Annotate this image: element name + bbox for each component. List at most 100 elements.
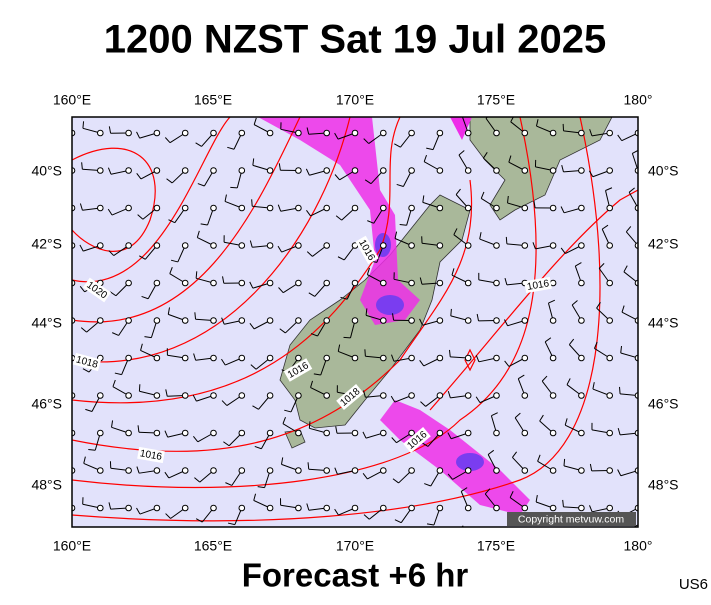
barb-station bbox=[239, 468, 245, 474]
barb-station bbox=[381, 543, 387, 549]
barb-station bbox=[182, 168, 188, 174]
barb-staff bbox=[173, 546, 185, 559]
barb-station bbox=[239, 355, 245, 361]
barb-flag bbox=[620, 387, 621, 394]
barb-staff bbox=[62, 433, 72, 448]
barb-station bbox=[607, 543, 613, 549]
barb-station bbox=[579, 543, 585, 549]
lon-label: 160°E bbox=[53, 92, 91, 108]
barb-station bbox=[550, 130, 556, 136]
barb-flag bbox=[195, 312, 196, 319]
barb-station bbox=[409, 393, 415, 399]
barb-station bbox=[437, 505, 443, 511]
barb-flag bbox=[462, 113, 468, 116]
barb-staff bbox=[564, 546, 582, 548]
barb-station bbox=[607, 355, 613, 361]
barb-station bbox=[522, 130, 528, 136]
barb-station bbox=[352, 130, 358, 136]
barb-staff bbox=[56, 500, 72, 508]
barb-station bbox=[211, 430, 217, 436]
barb-station bbox=[239, 280, 245, 286]
barb-station bbox=[437, 168, 443, 174]
barb-station bbox=[296, 505, 302, 511]
barb-station bbox=[465, 355, 471, 361]
barb-station bbox=[98, 243, 104, 249]
barb-station bbox=[409, 430, 415, 436]
lon-label: 170°E bbox=[336, 92, 374, 108]
barb-station bbox=[579, 393, 585, 399]
barb-station bbox=[550, 243, 556, 249]
product-code: US6 bbox=[679, 576, 708, 593]
barb-flag bbox=[564, 459, 565, 466]
barb-station bbox=[154, 130, 160, 136]
barb-station bbox=[239, 393, 245, 399]
barb-station bbox=[126, 243, 132, 249]
barb-station bbox=[324, 130, 330, 136]
barb-flag bbox=[52, 281, 55, 287]
barb-station bbox=[126, 205, 132, 211]
barb-station bbox=[607, 468, 613, 474]
barb-station bbox=[465, 318, 471, 324]
barb-station bbox=[324, 205, 330, 211]
barb-station bbox=[211, 168, 217, 174]
barb-station bbox=[381, 280, 387, 286]
barb-station bbox=[352, 280, 358, 286]
barb-flag bbox=[306, 545, 309, 551]
barb-station bbox=[154, 430, 160, 436]
barb-staff bbox=[111, 546, 128, 551]
rain-core bbox=[376, 295, 404, 315]
barb-station bbox=[550, 430, 556, 436]
barb-flag bbox=[252, 199, 253, 206]
barb-flag bbox=[561, 541, 563, 548]
barb-staff bbox=[458, 531, 468, 546]
barb-station bbox=[126, 468, 132, 474]
barb-flag bbox=[56, 493, 58, 500]
barb-station bbox=[607, 393, 613, 399]
barb-station bbox=[381, 205, 387, 211]
barb-station bbox=[296, 468, 302, 474]
lat-label: 48°S bbox=[31, 477, 62, 493]
barb-station bbox=[296, 243, 302, 249]
barb-station bbox=[579, 130, 585, 136]
barb-station bbox=[409, 468, 415, 474]
barb-station bbox=[579, 243, 585, 249]
barb-station bbox=[409, 543, 415, 549]
barb-station bbox=[352, 355, 358, 361]
barb-station bbox=[126, 430, 132, 436]
title: 1200 NZST Sat 19 Jul 2025 bbox=[104, 18, 607, 62]
barb-station bbox=[437, 130, 443, 136]
barb-station bbox=[182, 205, 188, 211]
barb-station bbox=[296, 318, 302, 324]
barb-staff bbox=[54, 283, 72, 287]
barb-flag bbox=[108, 544, 111, 550]
forecast-label: Forecast +6 hr bbox=[242, 557, 469, 594]
barb-station bbox=[154, 468, 160, 474]
barb-station bbox=[98, 393, 104, 399]
barb-station bbox=[267, 393, 273, 399]
barb-station bbox=[324, 543, 330, 549]
barb-station bbox=[267, 355, 273, 361]
barb-station bbox=[550, 355, 556, 361]
lon-label: 165°E bbox=[194, 538, 232, 554]
barb-station bbox=[154, 280, 160, 286]
barb-station bbox=[324, 393, 330, 399]
lon-label: 180° bbox=[624, 92, 653, 108]
barb-station bbox=[324, 168, 330, 174]
barb-flag bbox=[137, 549, 142, 554]
barb-station bbox=[98, 543, 104, 549]
barb-station bbox=[239, 318, 245, 324]
lat-label: 44°S bbox=[648, 315, 679, 331]
barb-station bbox=[211, 355, 217, 361]
barb-station bbox=[267, 468, 273, 474]
barb-station bbox=[352, 205, 358, 211]
lat-label: 46°S bbox=[31, 396, 62, 412]
barb-station bbox=[465, 168, 471, 174]
barb-station bbox=[267, 430, 273, 436]
barb-station bbox=[296, 168, 302, 174]
barb-station bbox=[182, 430, 188, 436]
barb-station bbox=[381, 355, 387, 361]
barb-station bbox=[522, 543, 528, 549]
barb-station bbox=[579, 468, 585, 474]
barb-station bbox=[465, 430, 471, 436]
